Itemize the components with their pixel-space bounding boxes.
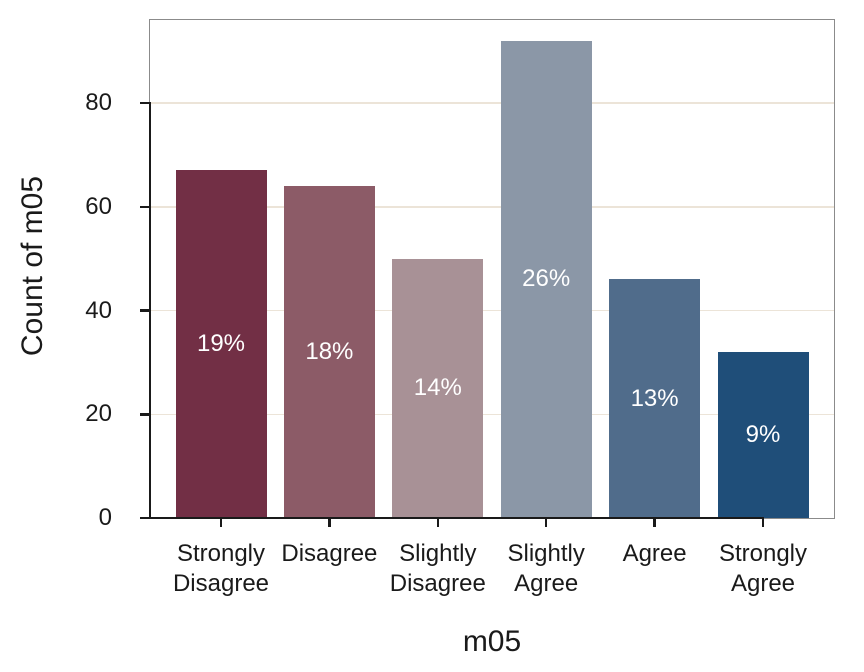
x-tick: [328, 518, 331, 527]
gridline: [150, 413, 834, 415]
y-axis-spine: [148, 101, 152, 520]
bar-value-label: 19%: [196, 330, 246, 358]
x-axis-title: m05: [462, 625, 522, 658]
gridline: [150, 206, 834, 208]
y-tick-label: 40: [85, 296, 112, 324]
bar-value-label: 9%: [745, 421, 781, 448]
y-tick: [139, 516, 149, 520]
bar: 26%: [500, 40, 592, 518]
bar-value-label: 14%: [413, 374, 462, 402]
bar: 14%: [392, 258, 484, 518]
y-tick: [139, 101, 149, 105]
x-tick: [544, 518, 548, 527]
gridline: [150, 102, 834, 104]
bar-value-label: 26%: [522, 265, 571, 293]
x-tick: [761, 518, 765, 527]
bar-value-label: 13%: [630, 384, 679, 412]
bar: 19%: [175, 170, 267, 518]
x-tick-label: Slightly Agree: [507, 540, 585, 597]
x-tick-label: Agree: [622, 540, 687, 567]
y-tick: [139, 205, 149, 208]
x-tick-label: Strongly Disagree: [172, 540, 270, 597]
bar: 13%: [609, 279, 701, 518]
x-tick: [653, 518, 656, 527]
y-axis-title: Count of m05: [16, 175, 49, 357]
x-tick-label: Slightly Disagree: [389, 540, 486, 597]
y-tick-label: 80: [85, 89, 112, 116]
bar: 9%: [717, 352, 809, 518]
bar-value-label: 18%: [305, 338, 354, 365]
plot-panel: 19% 18% 14% 26% 13% 9%: [150, 20, 834, 518]
gridline: [150, 309, 834, 312]
y-tick: [139, 309, 149, 312]
x-axis-spine: [148, 516, 765, 520]
y-tick: [139, 413, 149, 416]
x-tick: [436, 518, 440, 527]
x-tick-label: Disagree: [281, 540, 378, 567]
x-tick-label: Strongly Agree: [718, 540, 808, 597]
y-tick-label: 0: [98, 504, 112, 531]
y-tick-label: 20: [85, 400, 112, 428]
bar: 18%: [283, 186, 375, 518]
x-tick: [219, 518, 223, 527]
y-tick-label: 60: [85, 192, 112, 220]
